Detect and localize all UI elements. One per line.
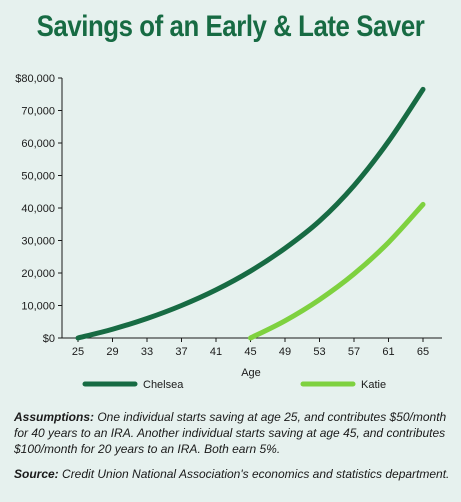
line-chart: $0 10,000 20,000 30,000 40,000 50,000 60,000 70… [15, 73, 442, 391]
source-text: Credit Union National Association's econ… [58, 467, 450, 481]
y-tick-label: $0 [43, 333, 55, 345]
y-tick-label: 10,000 [21, 301, 55, 313]
legend-label-chelsea: Chelsea [143, 379, 184, 391]
notes: Assumptions: One individual starts savin… [14, 409, 452, 482]
x-tick-label: 57 [348, 346, 360, 358]
x-tick-label: 25 [72, 346, 84, 358]
x-tick-label: 29 [106, 346, 118, 358]
series-line-chelsea [75, 86, 426, 341]
y-tick-label: 20,000 [21, 268, 55, 280]
x-tick-label: 45 [244, 346, 256, 358]
assumptions-note: Assumptions: One individual starts savin… [14, 409, 452, 457]
y-tick-label: 40,000 [21, 203, 55, 215]
x-tick-label: 33 [141, 346, 153, 358]
x-tick-label: 37 [175, 346, 187, 358]
source-note: Source: Credit Union National Associatio… [14, 466, 452, 482]
x-axis-ticks: 25 29 33 37 41 45 49 53 57 61 65 [72, 338, 429, 358]
assumptions-text: One individual starts saving at age 25, … [14, 410, 447, 456]
x-tick-label: 49 [279, 346, 291, 358]
x-tick-label: 61 [382, 346, 394, 358]
x-axis-label: Age [241, 367, 261, 379]
y-tick-label: 50,000 [21, 171, 55, 183]
y-tick-label: 70,000 [21, 106, 55, 118]
legend: Chelsea Katie [82, 379, 386, 391]
y-tick-label: 60,000 [21, 138, 55, 150]
y-tick-label: 30,000 [21, 236, 55, 248]
series-line-katie [248, 201, 426, 341]
x-tick-label: 53 [313, 346, 325, 358]
y-axis-ticks: $0 10,000 20,000 30,000 40,000 50,000 60,000 70… [15, 73, 62, 345]
x-tick-label: 65 [417, 346, 429, 358]
source-label: Source: [14, 467, 59, 481]
assumptions-label: Assumptions: [14, 410, 95, 424]
chart-title: Savings of an Early & Late Saver [36, 10, 425, 43]
x-tick-label: 41 [210, 346, 222, 358]
legend-label-katie: Katie [361, 379, 386, 391]
y-tick-label: $80,000 [15, 73, 55, 85]
series-layer [75, 86, 426, 341]
